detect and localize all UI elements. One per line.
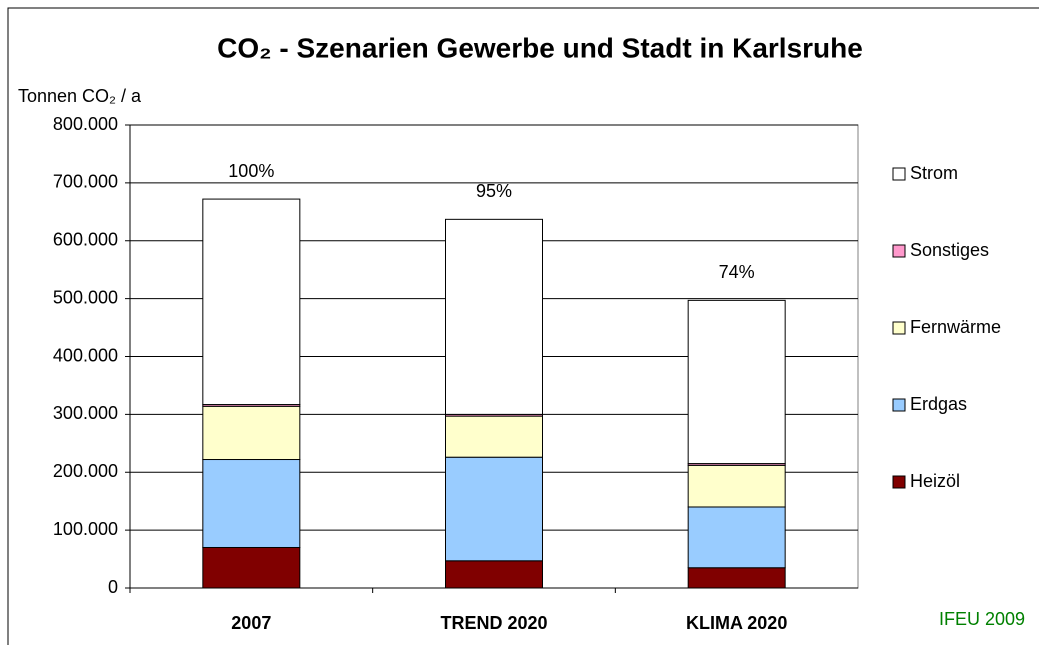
y-tick-label: 100.000 xyxy=(53,519,118,539)
legend-swatch xyxy=(892,475,906,489)
annotation: 95% xyxy=(476,181,512,201)
bar-segment xyxy=(687,506,786,569)
annotation: 74% xyxy=(719,262,755,282)
bar-segment xyxy=(445,415,543,458)
legend-label: Strom xyxy=(910,163,958,183)
bar-segment xyxy=(687,567,786,589)
legend-label: Fernwärme xyxy=(910,317,1001,337)
y-tick-label: 400.000 xyxy=(53,345,118,365)
x-tick-label: 2007 xyxy=(231,613,271,633)
y-tick-label: 800.000 xyxy=(53,114,118,134)
bar-segment xyxy=(687,464,786,508)
y-tick-label: 300.000 xyxy=(53,403,118,423)
y-tick-label: 500.000 xyxy=(53,287,118,307)
x-tick-label: TREND 2020 xyxy=(440,613,547,633)
legend-label: Heizöl xyxy=(910,471,960,491)
y-axis-label: Tonnen CO₂ / a xyxy=(18,86,142,106)
bar-segment xyxy=(202,405,301,461)
y-tick-label: 600.000 xyxy=(53,230,118,250)
frame xyxy=(7,7,1039,645)
legend-swatch xyxy=(892,167,906,181)
bar-segment xyxy=(202,459,301,548)
bar-segment xyxy=(202,546,301,589)
bar-segment xyxy=(445,218,543,415)
y-tick-label: 700.000 xyxy=(53,172,118,192)
bar-segment xyxy=(202,198,301,406)
annotation: 100% xyxy=(228,161,274,181)
y-tick-label: 0 xyxy=(108,577,118,597)
chart-title: CO₂ - Szenarien Gewerbe und Stadt in Kar… xyxy=(217,32,863,63)
legend-swatch xyxy=(892,321,906,335)
bar-segment xyxy=(687,299,786,465)
legend-swatch xyxy=(892,244,906,258)
legend-label: Erdgas xyxy=(910,394,967,414)
source: IFEU 2009 xyxy=(939,609,1025,629)
y-tick-label: 200.000 xyxy=(53,461,118,481)
bar-segment xyxy=(445,560,543,589)
legend-swatch xyxy=(892,398,906,412)
bar-segment xyxy=(445,456,543,562)
legend-label: Sonstiges xyxy=(910,240,989,260)
x-tick-label: KLIMA 2020 xyxy=(686,613,787,633)
